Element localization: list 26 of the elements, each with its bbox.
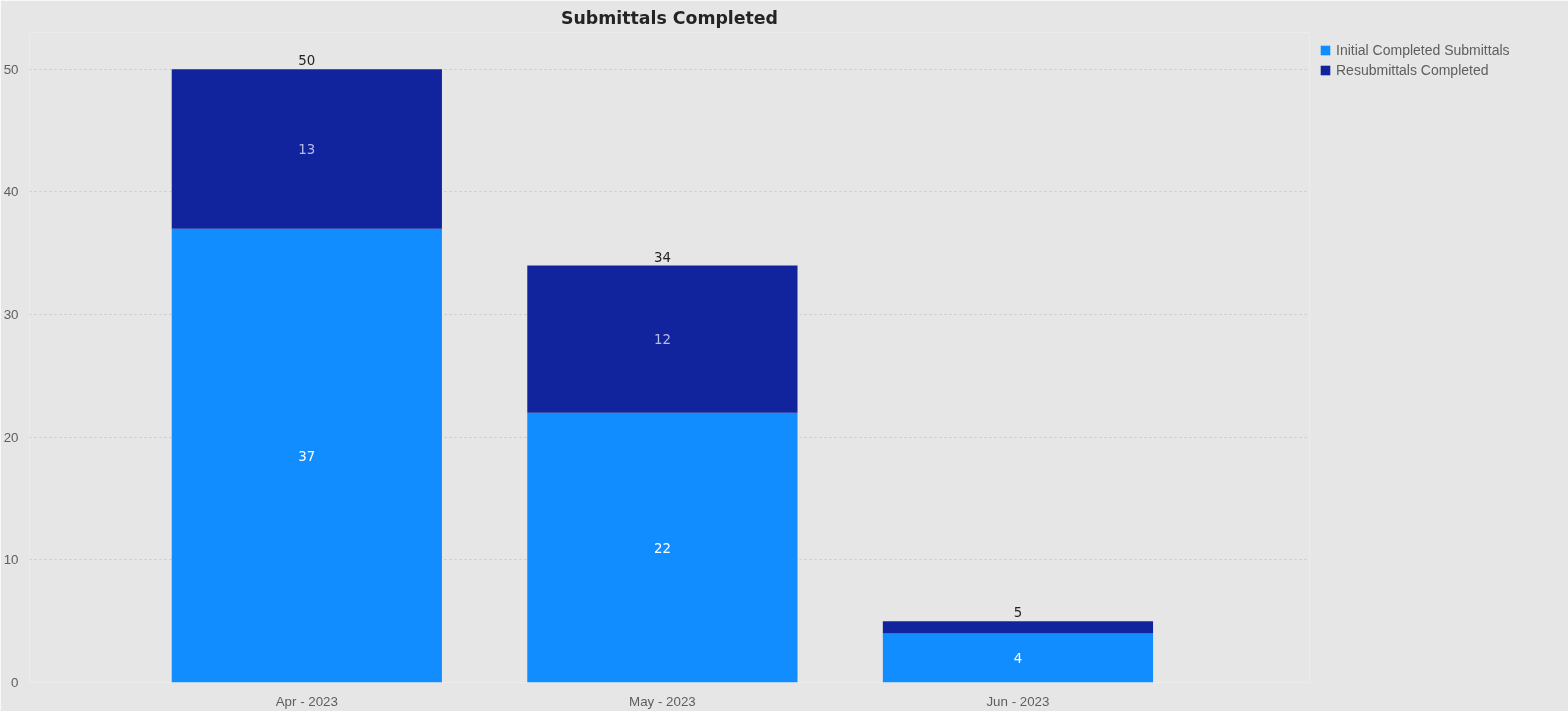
y-tick-label: 20 — [3, 429, 19, 445]
legend-label: Initial Completed Submittals — [1336, 42, 1510, 58]
y-tick-label: 30 — [3, 307, 19, 323]
x-tick-label: May - 2023 — [629, 693, 696, 709]
y-tick-label: 10 — [3, 552, 19, 568]
bar — [882, 621, 1154, 634]
bar — [171, 228, 442, 683]
data-label: 13 — [298, 142, 316, 158]
bar — [527, 265, 798, 413]
data-label: 22 — [653, 540, 671, 556]
total-label: 50 — [298, 53, 316, 69]
chart-title: Submittals Completed — [561, 7, 778, 28]
bar — [527, 412, 798, 683]
total-label: 5 — [1013, 605, 1023, 621]
data-label: 37 — [298, 448, 316, 464]
y-tick-label: 40 — [3, 184, 19, 200]
data-label: 12 — [653, 332, 671, 348]
y-tick-label: 50 — [3, 61, 19, 77]
data-label: 4 — [1013, 650, 1023, 666]
bar — [171, 69, 442, 229]
legend-label: Resubmittals Completed — [1336, 62, 1489, 78]
x-tick-label: Apr - 2023 — [275, 693, 338, 709]
y-tick-label: 0 — [11, 675, 19, 690]
bar — [882, 633, 1154, 683]
total-label: 34 — [653, 249, 671, 265]
x-tick-label: Jun - 2023 — [986, 693, 1050, 709]
